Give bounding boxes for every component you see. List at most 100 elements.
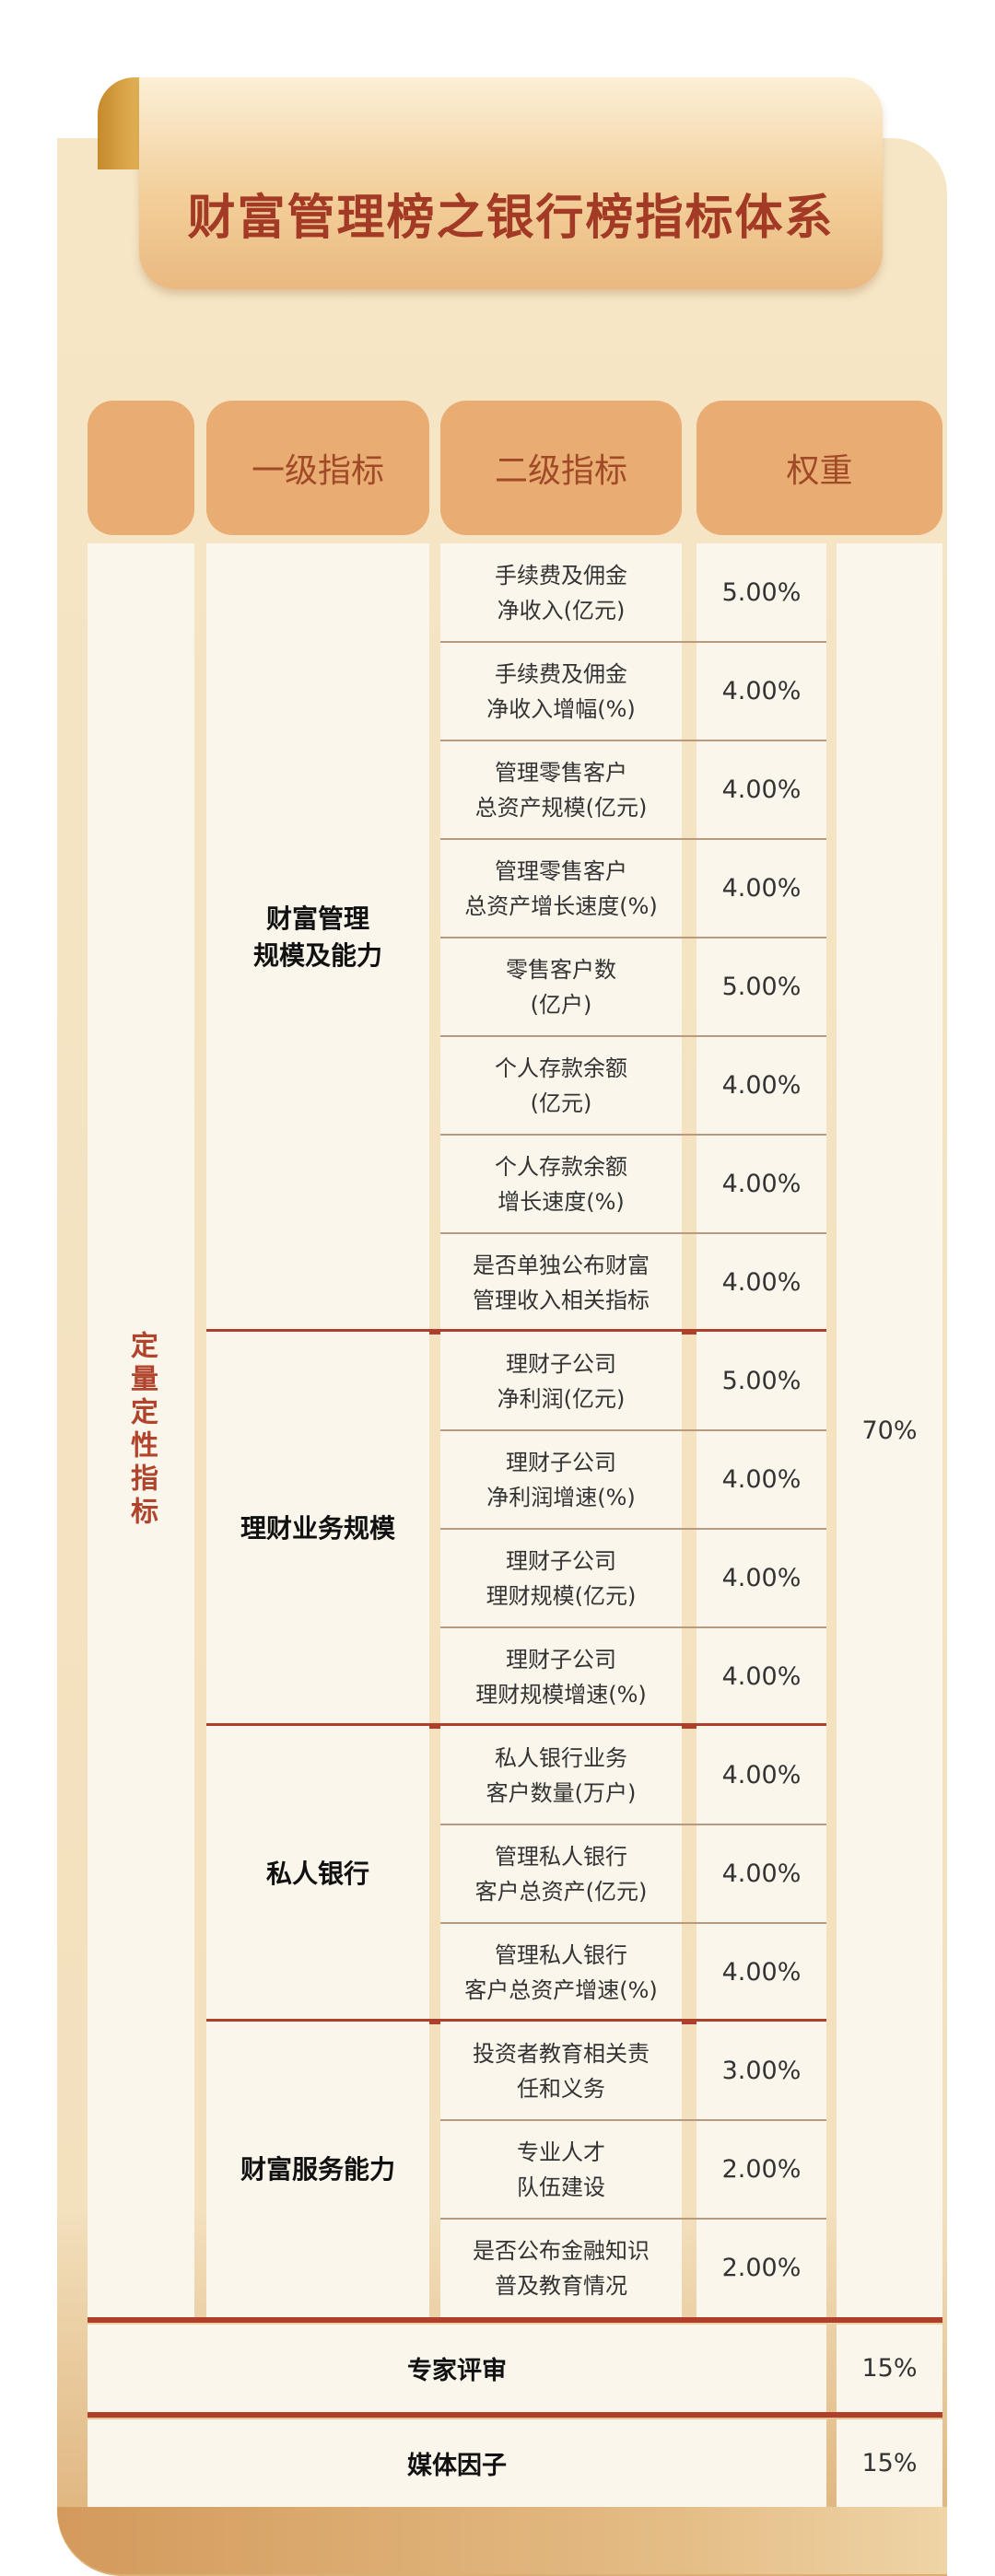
level2-cell: 是否公布金融知识 普及教育情况 bbox=[440, 2219, 682, 2317]
weight-value: 4.00% bbox=[721, 1662, 802, 1691]
level1-cell: 财富服务能力 bbox=[206, 2022, 429, 2317]
level1-label: 财富服务能力 bbox=[240, 2153, 395, 2185]
level2-cell: 个人存款余额 (亿元) bbox=[440, 1036, 682, 1135]
level2-label: 个人存款余额 增长速度(%) bbox=[495, 1153, 627, 1215]
level2-cell: 理财子公司 理财规模增速(%) bbox=[440, 1627, 682, 1726]
panel-footer bbox=[57, 2507, 947, 2574]
level2-cell: 手续费及佣金 净收入(亿元) bbox=[440, 543, 682, 642]
weight-cell: 4.00% bbox=[696, 642, 826, 740]
level2-cell: 零售客户数 (亿户) bbox=[440, 938, 682, 1036]
level2-label: 管理零售客户 总资产增长速度(%) bbox=[464, 857, 658, 919]
weight-cell: 5.00% bbox=[696, 543, 826, 642]
weight-value: 4.00% bbox=[721, 874, 802, 903]
row-divider bbox=[440, 1626, 826, 1628]
level2-label: 管理私人银行 客户总资产增速(%) bbox=[464, 1941, 658, 2003]
level2-label: 理财子公司 净利润增速(%) bbox=[486, 1449, 636, 1510]
level2-label: 管理零售客户 总资产规模(亿元) bbox=[474, 759, 648, 821]
extra-row-weight: 15% bbox=[861, 2354, 918, 2383]
row-divider bbox=[440, 1232, 826, 1234]
level2-cell: 管理零售客户 总资产规模(亿元) bbox=[440, 740, 682, 839]
level2-cell: 管理私人银行 客户总资产(亿元) bbox=[440, 1824, 682, 1923]
category-cell: 定量定性指标 bbox=[88, 543, 194, 2317]
category-weight-cell: 70% bbox=[837, 543, 942, 2317]
weight-cell: 4.00% bbox=[696, 1627, 826, 1726]
weight-value: 4.00% bbox=[721, 775, 802, 804]
level1-label: 理财业务规模 bbox=[240, 1513, 395, 1544]
row-divider bbox=[440, 937, 826, 938]
weight-cell: 4.00% bbox=[696, 1233, 826, 1332]
weight-cell: 4.00% bbox=[696, 1923, 826, 2022]
extra-row-name-cell: 媒体因子 bbox=[88, 2419, 826, 2507]
weight-cell: 4.00% bbox=[696, 1135, 826, 1233]
weight-value: 2.00% bbox=[721, 2254, 802, 2282]
header-level1: 一级指标 bbox=[206, 401, 429, 535]
category-weight: 70% bbox=[861, 1416, 918, 1445]
weight-value: 5.00% bbox=[721, 973, 802, 1001]
weight-cell: 2.00% bbox=[696, 2120, 826, 2219]
level2-label: 手续费及佣金 净收入(亿元) bbox=[495, 562, 627, 624]
row-divider bbox=[440, 1528, 826, 1530]
level1-label: 财富管理 规模及能力 bbox=[252, 903, 382, 971]
weight-value: 4.00% bbox=[721, 1465, 802, 1494]
weight-cell: 4.00% bbox=[696, 1824, 826, 1923]
level2-cell: 私人银行业务 客户数量(万户) bbox=[440, 1726, 682, 1824]
scroll-curl bbox=[98, 77, 144, 169]
level2-cell: 投资者教育相关责 任和义务 bbox=[440, 2022, 682, 2120]
header-weight: 权重 bbox=[696, 401, 942, 535]
row-divider bbox=[440, 1035, 826, 1037]
row-divider bbox=[440, 2218, 826, 2220]
row-divider bbox=[440, 1429, 826, 1431]
weight-cell: 4.00% bbox=[696, 1529, 826, 1627]
weight-value: 5.00% bbox=[721, 1367, 802, 1395]
level1-cell: 财富管理 规模及能力 bbox=[206, 543, 429, 1332]
row-divider bbox=[440, 1134, 826, 1136]
extra-row-weight: 15% bbox=[861, 2449, 918, 2477]
level2-cell: 理财子公司 净利润(亿元) bbox=[440, 1332, 682, 1430]
row-divider bbox=[440, 641, 826, 643]
level2-cell: 理财子公司 净利润增速(%) bbox=[440, 1430, 682, 1529]
page-title: 财富管理榜之银行榜指标体系 bbox=[187, 191, 835, 246]
level2-label: 理财子公司 理财规模(亿元) bbox=[486, 1547, 637, 1609]
weight-cell: 4.00% bbox=[696, 1036, 826, 1135]
weight-cell: 4.00% bbox=[696, 1430, 826, 1529]
weight-cell: 3.00% bbox=[696, 2022, 826, 2120]
header-level2: 二级指标 bbox=[440, 401, 682, 535]
row-divider bbox=[440, 740, 826, 741]
weight-value: 4.00% bbox=[721, 1958, 802, 1987]
weight-value: 4.00% bbox=[721, 1564, 802, 1592]
section-divider bbox=[88, 2412, 942, 2418]
title-banner: 财富管理榜之银行榜指标体系 bbox=[98, 77, 883, 291]
level1-label: 私人银行 bbox=[265, 1858, 369, 1889]
extra-row-weight-cell: 15% bbox=[837, 2419, 942, 2507]
weight-value: 5.00% bbox=[721, 578, 802, 607]
level2-label: 私人银行业务 客户数量(万户) bbox=[486, 1744, 637, 1806]
level2-label: 是否公布金融知识 普及教育情况 bbox=[473, 2237, 650, 2299]
level2-cell: 是否单独公布财富 管理收入相关指标 bbox=[440, 1233, 682, 1332]
weight-value: 4.00% bbox=[721, 677, 802, 705]
level2-cell: 管理私人银行 客户总资产增速(%) bbox=[440, 1923, 682, 2022]
level2-label: 个人存款余额 (亿元) bbox=[495, 1055, 627, 1116]
level1-cell: 私人银行 bbox=[206, 1726, 429, 2022]
level2-cell: 个人存款余额 增长速度(%) bbox=[440, 1135, 682, 1233]
level2-label: 管理私人银行 客户总资产(亿元) bbox=[474, 1843, 648, 1905]
weight-value: 4.00% bbox=[721, 1268, 802, 1297]
level2-cell: 手续费及佣金 净收入增幅(%) bbox=[440, 642, 682, 740]
header-col1 bbox=[88, 401, 194, 535]
row-divider bbox=[440, 2119, 826, 2121]
weight-value: 4.00% bbox=[721, 1071, 802, 1100]
row-divider bbox=[440, 1824, 826, 1825]
level2-label: 理财子公司 净利润(亿元) bbox=[497, 1350, 626, 1412]
extra-row-weight-cell: 15% bbox=[837, 2325, 942, 2412]
weight-value: 2.00% bbox=[721, 2155, 802, 2184]
section-divider bbox=[88, 2317, 942, 2323]
level2-cell: 理财子公司 理财规模(亿元) bbox=[440, 1529, 682, 1627]
level2-label: 零售客户数 (亿户) bbox=[506, 956, 616, 1018]
level2-label: 是否单独公布财富 管理收入相关指标 bbox=[473, 1252, 650, 1313]
weight-cell: 5.00% bbox=[696, 1332, 826, 1430]
level2-cell: 专业人才 队伍建设 bbox=[440, 2120, 682, 2219]
weight-value: 4.00% bbox=[721, 1761, 802, 1789]
extra-row-name-cell: 专家评审 bbox=[88, 2325, 826, 2412]
weight-value: 3.00% bbox=[721, 2057, 802, 2085]
level2-cell: 管理零售客户 总资产增长速度(%) bbox=[440, 839, 682, 938]
level2-label: 投资者教育相关责 任和义务 bbox=[473, 2040, 650, 2102]
